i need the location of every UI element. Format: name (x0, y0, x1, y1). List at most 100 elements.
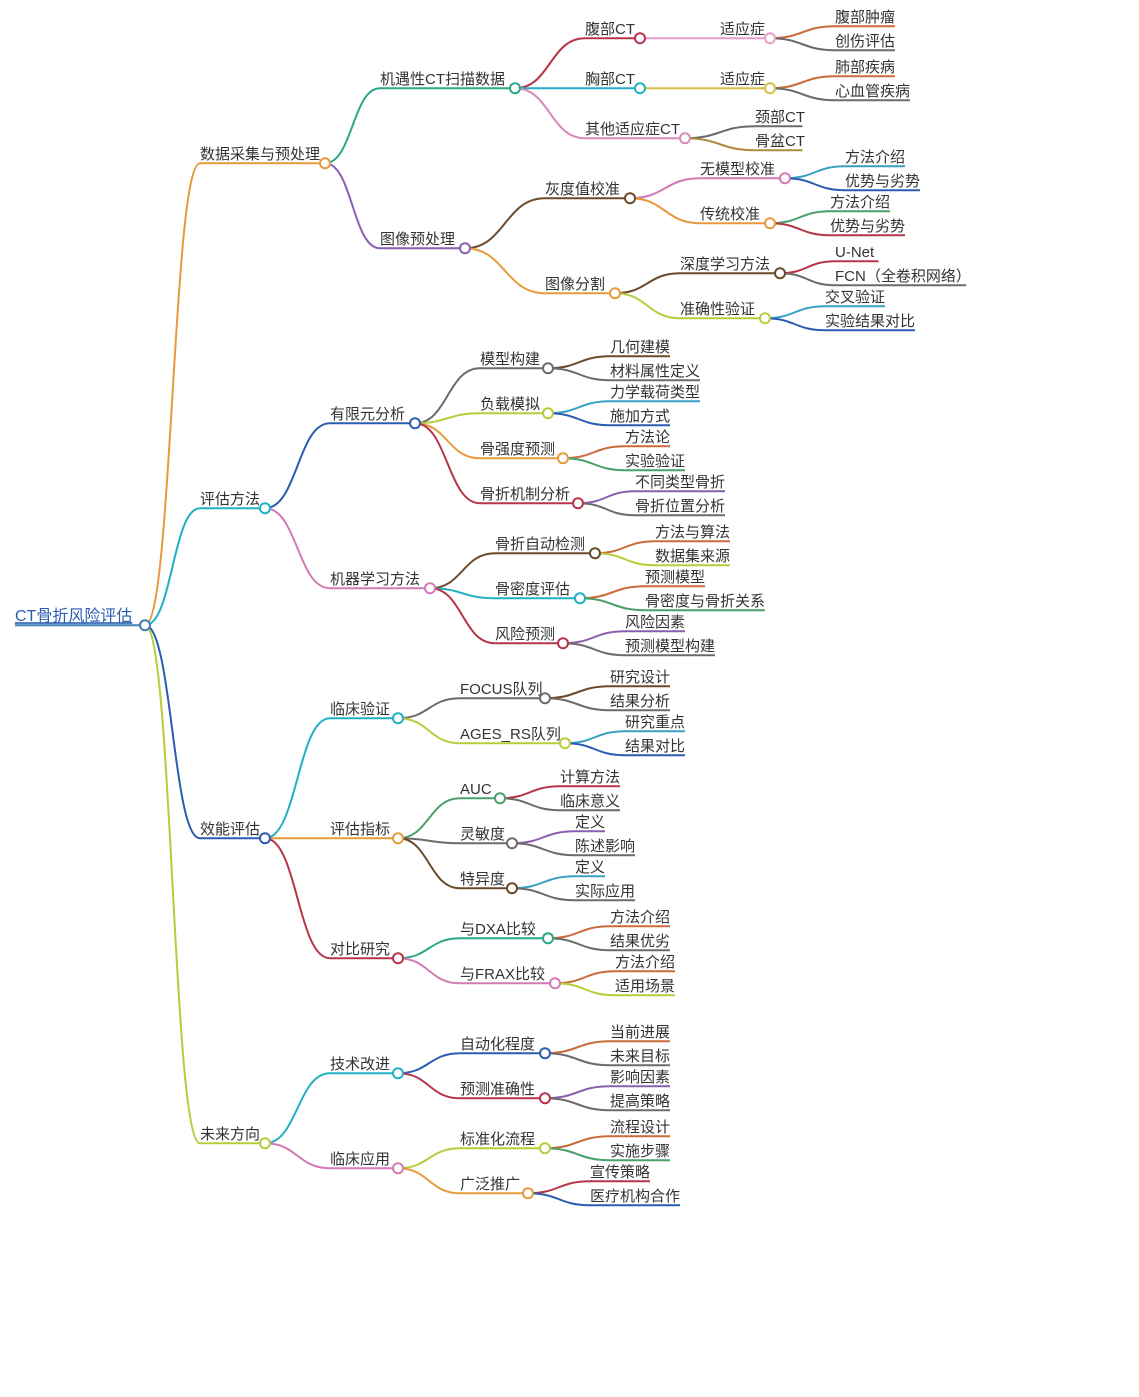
node-label[interactable]: 机遇性CT扫描数据 (380, 71, 505, 88)
node-label[interactable]: 负载模拟 (480, 396, 540, 413)
node-label[interactable]: 标准化流程 (460, 1131, 535, 1148)
node-label[interactable]: 未来目标 (610, 1048, 670, 1065)
node-label[interactable]: 计算方法 (560, 768, 620, 786)
branch-node[interactable] (495, 793, 505, 803)
node-label[interactable]: 材料属性定义 (610, 363, 700, 380)
node-label[interactable]: 特异度 (460, 871, 505, 888)
node-label[interactable]: 骨密度评估 (495, 581, 570, 598)
node-label[interactable]: FOCUS队列 (460, 681, 543, 698)
node-label[interactable]: 当前进展 (610, 1024, 670, 1041)
node-label[interactable]: 不同类型骨折 (635, 474, 725, 491)
branch-node[interactable] (140, 620, 150, 630)
node-label[interactable]: 颈部CT (755, 109, 805, 126)
branch-node[interactable] (765, 218, 775, 228)
branch-node[interactable] (540, 1048, 550, 1058)
node-label[interactable]: 临床意义 (560, 792, 620, 810)
branch-node[interactable] (765, 33, 775, 43)
node-label[interactable]: 优势与劣势 (830, 218, 905, 235)
node-label[interactable]: 交叉验证 (825, 288, 885, 306)
branch-node[interactable] (635, 83, 645, 93)
node-label[interactable]: 无模型校准 (700, 161, 775, 178)
node-label[interactable]: 腹部CT (585, 21, 635, 38)
node-label[interactable]: 与DXA比较 (460, 920, 536, 938)
branch-node[interactable] (393, 953, 403, 963)
node-label[interactable]: FCN（全卷积网络） (835, 267, 971, 285)
node-label[interactable]: 胸部CT (585, 71, 635, 88)
branch-node[interactable] (320, 158, 330, 168)
node-label[interactable]: 自动化程度 (460, 1036, 535, 1053)
node-label[interactable]: 准确性验证 (680, 301, 755, 318)
node-label[interactable]: 模型构建 (480, 351, 540, 368)
node-label[interactable]: 灵敏度 (460, 826, 505, 843)
node-label[interactable]: 方法与算法 (655, 523, 730, 541)
node-label[interactable]: 机器学习方法 (330, 571, 420, 588)
node-label[interactable]: 方法介绍 (615, 954, 675, 971)
branch-node[interactable] (460, 243, 470, 253)
branch-node[interactable] (507, 883, 517, 893)
branch-node[interactable] (393, 1068, 403, 1078)
branch-node[interactable] (540, 693, 550, 703)
branch-node[interactable] (610, 288, 620, 298)
node-label[interactable]: 定义 (575, 814, 605, 831)
node-label[interactable]: 方法介绍 (845, 149, 905, 166)
node-label[interactable]: 骨折位置分析 (635, 498, 725, 515)
branch-node[interactable] (393, 833, 403, 843)
node-label[interactable]: 研究设计 (610, 669, 670, 686)
branch-node[interactable] (765, 83, 775, 93)
branch-node[interactable] (540, 1143, 550, 1153)
node-label[interactable]: 风险预测 (495, 626, 555, 643)
node-label[interactable]: 传统校准 (700, 206, 760, 223)
branch-node[interactable] (560, 738, 570, 748)
node-label[interactable]: 几何建模 (610, 339, 670, 356)
branch-node[interactable] (393, 713, 403, 723)
node-label[interactable]: 灰度值校准 (545, 181, 620, 198)
branch-node[interactable] (775, 268, 785, 278)
node-label[interactable]: 临床应用 (330, 1150, 390, 1168)
node-label[interactable]: 结果对比 (625, 738, 685, 755)
node-label[interactable]: 优势与劣势 (845, 173, 920, 190)
node-label[interactable]: 深度学习方法 (680, 256, 770, 273)
node-label[interactable]: 方法介绍 (830, 194, 890, 211)
node-label[interactable]: CT骨折风险评估 (15, 607, 132, 625)
branch-node[interactable] (680, 133, 690, 143)
branch-node[interactable] (543, 933, 553, 943)
node-label[interactable]: 预测模型构建 (625, 638, 715, 655)
branch-node[interactable] (260, 833, 270, 843)
node-label[interactable]: 实验结果对比 (825, 313, 915, 330)
node-label[interactable]: 骨折机制分析 (480, 486, 570, 503)
node-label[interactable]: 力学载荷类型 (610, 384, 700, 401)
node-label[interactable]: 骨盆CT (755, 133, 805, 150)
node-label[interactable]: 提高策略 (610, 1093, 670, 1110)
node-label[interactable]: 结果优劣 (610, 933, 670, 950)
branch-node[interactable] (780, 173, 790, 183)
node-label[interactable]: 实际应用 (575, 882, 635, 900)
node-label[interactable]: 数据集来源 (655, 548, 730, 565)
node-label[interactable]: 预测模型 (645, 569, 705, 586)
node-label[interactable]: 肺部疾病 (835, 59, 895, 76)
node-label[interactable]: 骨折自动检测 (495, 536, 585, 553)
branch-node[interactable] (573, 498, 583, 508)
node-label[interactable]: 施加方式 (610, 408, 670, 425)
node-label[interactable]: 方法论 (625, 429, 670, 446)
node-label[interactable]: 骨强度预测 (480, 441, 555, 458)
node-label[interactable]: 有限元分析 (330, 406, 405, 423)
branch-node[interactable] (625, 193, 635, 203)
node-label[interactable]: 风险因素 (625, 614, 685, 631)
node-label[interactable]: 预测准确性 (460, 1081, 535, 1098)
node-label[interactable]: 心血管疾病 (835, 83, 910, 100)
node-label[interactable]: 未来方向 (200, 1126, 260, 1143)
node-label[interactable]: 适应症 (720, 20, 765, 38)
node-label[interactable]: 陈述影响 (575, 837, 635, 855)
branch-node[interactable] (507, 838, 517, 848)
node-label[interactable]: 适用场景 (615, 978, 675, 995)
branch-node[interactable] (575, 593, 585, 603)
branch-node[interactable] (558, 638, 568, 648)
node-label[interactable]: U-Net (835, 244, 875, 261)
node-label[interactable]: 图像分割 (545, 276, 605, 293)
branch-node[interactable] (550, 978, 560, 988)
node-label[interactable]: AUC (460, 781, 492, 798)
branch-node[interactable] (510, 83, 520, 93)
node-label[interactable]: 评估指标 (330, 821, 390, 838)
node-label[interactable]: 结果分析 (610, 693, 670, 710)
branch-node[interactable] (540, 1093, 550, 1103)
